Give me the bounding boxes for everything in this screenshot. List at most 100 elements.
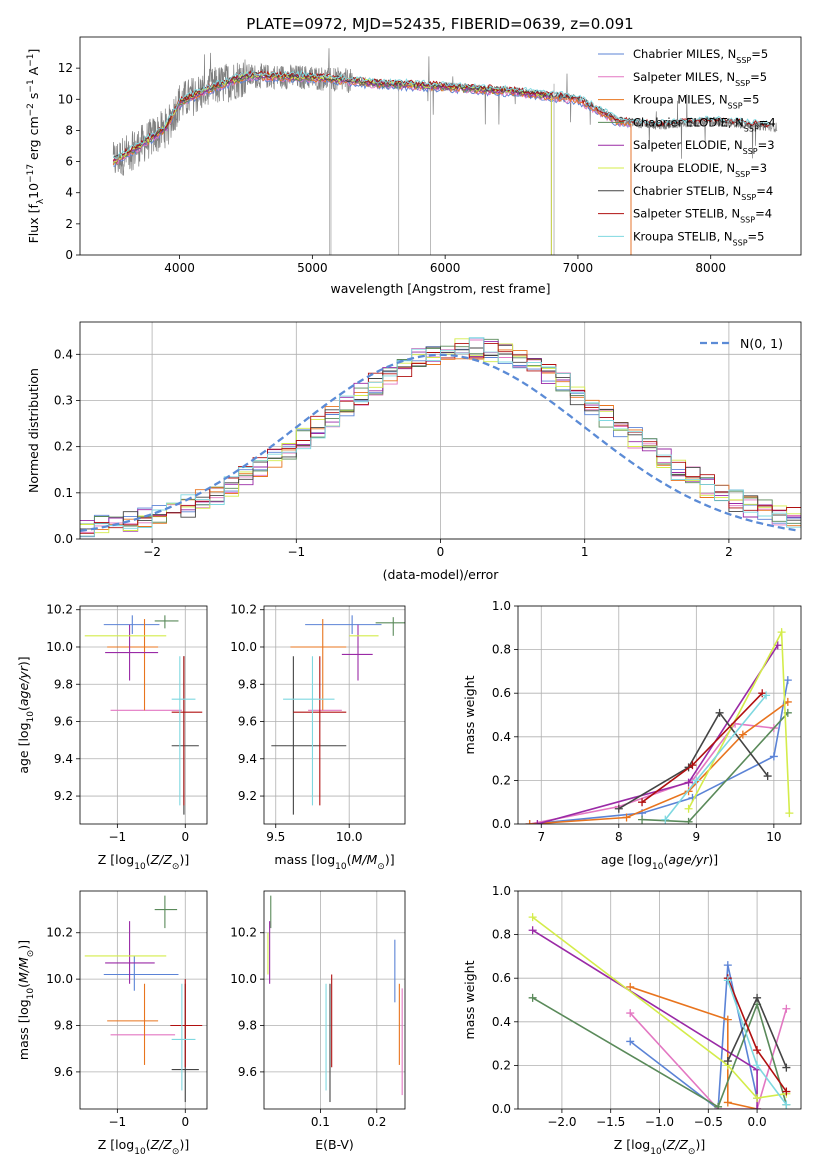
legend-entry-chabrier-miles: Chabrier MILES, NSSP=5 <box>633 47 768 65</box>
data-point <box>723 1015 732 1024</box>
tick-label-y: 9.8 <box>238 1019 257 1033</box>
series-kroupa-elodie <box>684 628 794 818</box>
errorbar-kroupa-stelib <box>171 983 196 1091</box>
errorbar-chabrier-elodie <box>154 615 179 629</box>
tick-label-x: 9.5 <box>266 830 285 844</box>
tick-label-y: 0.2 <box>492 1058 511 1072</box>
x-axis-label: E(B-V) <box>315 1137 354 1152</box>
tick-label-x: 8000 <box>695 261 726 275</box>
tick-label-y: 0.3 <box>54 393 73 407</box>
data-point <box>638 798 647 807</box>
data-point <box>626 1009 635 1018</box>
tick-label-y: 0.0 <box>492 1102 511 1116</box>
axes-frame <box>79 605 208 825</box>
data-point <box>783 676 792 685</box>
spectrum-data-line <box>112 48 778 176</box>
legend-entry-chabrier-elodie: Chabrier ELODIE, NSSP=4 <box>633 115 776 132</box>
tick-label-y: 0.2 <box>54 440 73 454</box>
data-point <box>753 1046 762 1055</box>
tick-label-y: 10.0 <box>230 640 257 654</box>
data-point <box>782 1100 791 1109</box>
data-point <box>782 1004 791 1013</box>
tick-label-y: 9.8 <box>54 677 73 691</box>
plot-area <box>80 337 801 538</box>
x-axis-label: mass [log10(M/M⊙)] <box>274 852 394 872</box>
tick-label-x: −1 <box>287 545 305 559</box>
tick-label-x: −1 <box>109 1115 127 1129</box>
errorbar-kroupa-stelib <box>171 656 196 806</box>
data-point <box>785 809 794 818</box>
tick-label-x: −1 <box>109 830 127 844</box>
data-point <box>762 691 771 700</box>
figure-title: PLATE=0972, MJD=52435, FIBERID=0639, z=0… <box>246 15 633 33</box>
x-axis-label: Z [log10(Z/Z⊙)] <box>98 852 189 872</box>
tick-label-x: 0.1 <box>311 1115 330 1129</box>
tick-label-y: 0 <box>65 248 73 262</box>
series-line <box>629 964 758 1109</box>
axes-frame <box>79 890 208 1110</box>
tick-label-x: −2.0 <box>547 1115 576 1129</box>
tick-label-x: 6000 <box>430 261 461 275</box>
tick-label-y: 9.6 <box>54 1065 73 1079</box>
tick-label-y: 0.2 <box>492 773 511 787</box>
tick-label-y: 4 <box>65 186 73 200</box>
x-axis-label: Z [log10(Z/Z⊙)] <box>98 1137 189 1157</box>
data-point <box>638 815 647 824</box>
legend-entry-normal: N(0, 1) <box>740 336 783 351</box>
tick-label-y: 10.0 <box>46 640 73 654</box>
errorbar-salpeter-elodie <box>105 624 159 681</box>
plot-area <box>525 628 794 824</box>
legend-entry-salpeter-miles: Salpeter MILES, NSSP=5 <box>633 70 767 88</box>
series-line <box>664 694 767 821</box>
histogram-kroupa-miles <box>80 349 801 537</box>
panel-mass_vs_Z: −1 0 9.6 9.8 10.0 10.2 Z [log10(Z/Z⊙)] mass [lo… <box>16 890 208 1157</box>
y-axis-label: mass weight <box>462 960 477 1039</box>
axes-frame <box>263 890 406 1110</box>
legend: Chabrier MILES, NSSP=5 Salpeter MILES, NS… <box>598 47 776 247</box>
tick-label-y: 0.4 <box>492 1015 511 1029</box>
errorbar-salpeter-stelib <box>171 656 203 806</box>
tick-label-x: 0 <box>181 830 189 844</box>
axes-frame <box>79 36 802 256</box>
tick-label-x: −1.5 <box>596 1115 625 1129</box>
plot-area <box>528 913 791 1109</box>
tick-label-y: 0.4 <box>492 730 511 744</box>
y-axis-label: Normed distribution <box>26 368 41 493</box>
tick-label-x: −0.5 <box>694 1115 723 1129</box>
data-point <box>782 1087 791 1096</box>
tick-label-y: 12 <box>58 61 73 75</box>
data-point <box>753 993 762 1002</box>
plot-area <box>84 615 203 815</box>
gridlines <box>264 606 405 824</box>
tick-label-x: 7000 <box>563 261 594 275</box>
tick-label-y: 0.4 <box>54 347 73 361</box>
tick-label-y: 10.0 <box>230 972 257 986</box>
spectrum-model-kroupa-stelib <box>112 70 770 160</box>
panel-age_vs_Z: −1 0 9.2 9.4 9.6 9.8 10.0 10.2 Z [log10(Z/Z⊙)] ag… <box>16 603 208 872</box>
legend-entry-kroupa-elodie: Kroupa ELODIE, NSSP=3 <box>633 161 767 179</box>
data-point <box>528 993 537 1002</box>
errorbar-kroupa-miles <box>107 983 159 1065</box>
y-axis-label: mass weight <box>462 675 477 754</box>
data-point <box>723 976 732 985</box>
tick-label-y: 9.8 <box>54 1019 73 1033</box>
tick-label-x: 9 <box>693 830 701 844</box>
axes-frame <box>263 605 406 825</box>
tick-label-y: 0.0 <box>492 817 511 831</box>
tick-label-x: 10 <box>766 830 781 844</box>
data-point <box>684 817 693 824</box>
tick-label-x: 1 <box>581 545 589 559</box>
normal-curve <box>80 353 799 533</box>
x-axis-label: wavelength [Angstrom, rest frame] <box>330 281 550 296</box>
tick-label-y: 9.6 <box>238 1065 257 1079</box>
axes-frame <box>517 890 802 1110</box>
data-point <box>626 982 635 991</box>
tick-label-x: 8 <box>615 830 623 844</box>
errorbar-kroupa-miles <box>107 619 159 711</box>
data-point <box>684 804 693 813</box>
series-chabrier-stelib <box>614 708 772 813</box>
series-kroupa-stelib <box>723 976 791 1109</box>
data-point <box>723 1057 732 1066</box>
data-point <box>661 815 670 824</box>
